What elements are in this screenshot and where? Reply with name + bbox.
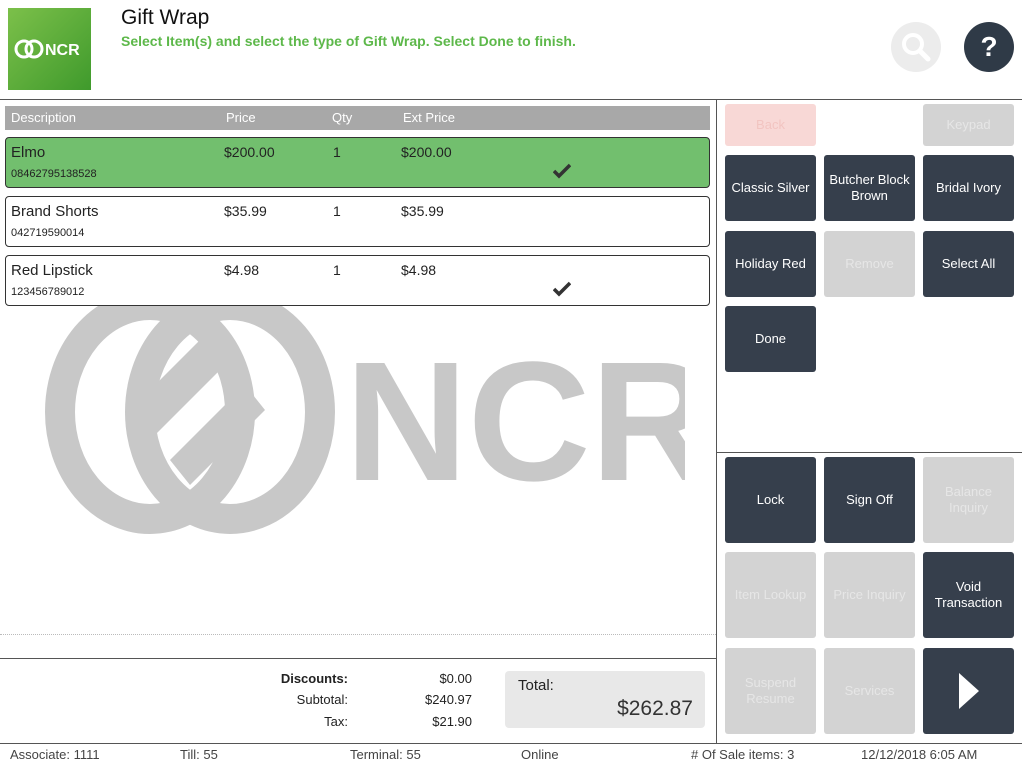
help-button[interactable]: ? — [964, 22, 1014, 72]
tax-value: $21.90 — [432, 714, 472, 729]
ncr-watermark: NCR — [45, 290, 685, 534]
status-bar-divider — [0, 743, 1022, 744]
subtotal-value: $240.97 — [425, 692, 472, 707]
remove-button[interactable]: Remove — [824, 231, 915, 297]
item-upc: 123456789012 — [11, 286, 85, 298]
tax-label: Tax: — [324, 714, 348, 729]
item-ext-price: $200.00 — [401, 144, 452, 160]
next-page-button[interactable] — [923, 648, 1014, 734]
item-qty: 1 — [333, 262, 341, 278]
list-bottom-divider — [0, 634, 716, 635]
list-item[interactable]: Red Lipstick 123456789012 $4.98 1 $4.98 — [5, 255, 710, 306]
lock-button[interactable]: Lock — [725, 457, 816, 543]
list-header: Description Price Qty Ext Price — [5, 106, 710, 130]
item-description: Brand Shorts — [11, 203, 99, 220]
list-item[interactable]: Brand Shorts 042719590014 $35.99 1 $35.9… — [5, 196, 710, 247]
item-description: Red Lipstick — [11, 262, 93, 279]
bridal-ivory-button[interactable]: Bridal Ivory — [923, 155, 1014, 221]
total-box: Total: $262.87 — [505, 671, 705, 728]
total-value: $262.87 — [617, 697, 693, 720]
back-button[interactable]: Back — [725, 104, 816, 146]
totals-divider — [0, 658, 716, 659]
item-ext-price: $35.99 — [401, 203, 444, 219]
vertical-divider — [716, 100, 717, 743]
holiday-red-button[interactable]: Holiday Red — [725, 231, 816, 297]
ncr-logo-mark: NCR — [14, 39, 80, 59]
svg-text:NCR: NCR — [45, 42, 80, 59]
item-description: Elmo — [11, 144, 46, 161]
column-price: Price — [226, 110, 256, 125]
status-online: Online — [521, 747, 559, 762]
void-transaction-button[interactable]: Void Transaction — [923, 552, 1014, 638]
discounts-label: Discounts: — [280, 671, 348, 686]
status-datetime: 12/12/2018 6:05 AM — [861, 747, 978, 762]
page-instructions: Select Item(s) and select the type of Gi… — [121, 33, 576, 49]
item-price: $4.98 — [224, 262, 260, 278]
check-icon — [553, 163, 571, 179]
subtotal-label: Subtotal: — [296, 692, 348, 707]
item-qty: 1 — [333, 203, 341, 219]
header-divider — [0, 99, 1022, 100]
keypad-button[interactable]: Keypad — [923, 104, 1014, 146]
balance-inquiry-button[interactable]: Balance Inquiry — [923, 457, 1014, 543]
status-sale-items: # Of Sale items: 3 — [691, 747, 795, 762]
status-associate: Associate: 1111 — [10, 747, 100, 762]
chevron-right-icon — [958, 673, 979, 709]
item-list: NCR Description Price Qty Ext Price Elmo… — [0, 100, 716, 658]
butcher-block-brown-button[interactable]: Butcher Block Brown — [824, 155, 915, 221]
services-button[interactable]: Services — [824, 648, 915, 734]
check-icon — [553, 281, 571, 297]
svg-text:NCR: NCR — [345, 327, 685, 517]
search-button[interactable] — [891, 22, 941, 72]
search-icon — [902, 33, 931, 62]
select-all-button[interactable]: Select All — [923, 231, 1014, 297]
button-panel-divider — [717, 452, 1022, 453]
column-description: Description — [11, 110, 77, 125]
sign-off-button[interactable]: Sign Off — [824, 457, 915, 543]
item-qty: 1 — [333, 144, 341, 160]
column-ext-price: Ext Price — [403, 110, 456, 125]
item-ext-price: $4.98 — [401, 262, 437, 278]
page-title: Gift Wrap — [121, 6, 210, 29]
item-lookup-button[interactable]: Item Lookup — [725, 552, 816, 638]
suspend-resume-button[interactable]: Suspend Resume — [725, 648, 816, 734]
discounts-value: $0.00 — [439, 671, 472, 686]
help-icon: ? — [980, 31, 998, 62]
status-till: Till: 55 — [180, 747, 218, 762]
status-terminal: Terminal: 55 — [350, 747, 421, 762]
done-button[interactable]: Done — [725, 306, 816, 372]
ncr-logo: NCR — [8, 8, 91, 90]
list-item[interactable]: Elmo 08462795138528 $200.00 1 $200.00 — [5, 137, 710, 188]
item-upc: 042719590014 — [11, 227, 85, 239]
item-price: $35.99 — [224, 203, 267, 219]
column-qty: Qty — [332, 110, 353, 125]
classic-silver-button[interactable]: Classic Silver — [725, 155, 816, 221]
item-price: $200.00 — [224, 144, 275, 160]
total-label: Total: — [518, 677, 554, 694]
item-upc: 08462795138528 — [11, 168, 97, 180]
price-inquiry-button[interactable]: Price Inquiry — [824, 552, 915, 638]
